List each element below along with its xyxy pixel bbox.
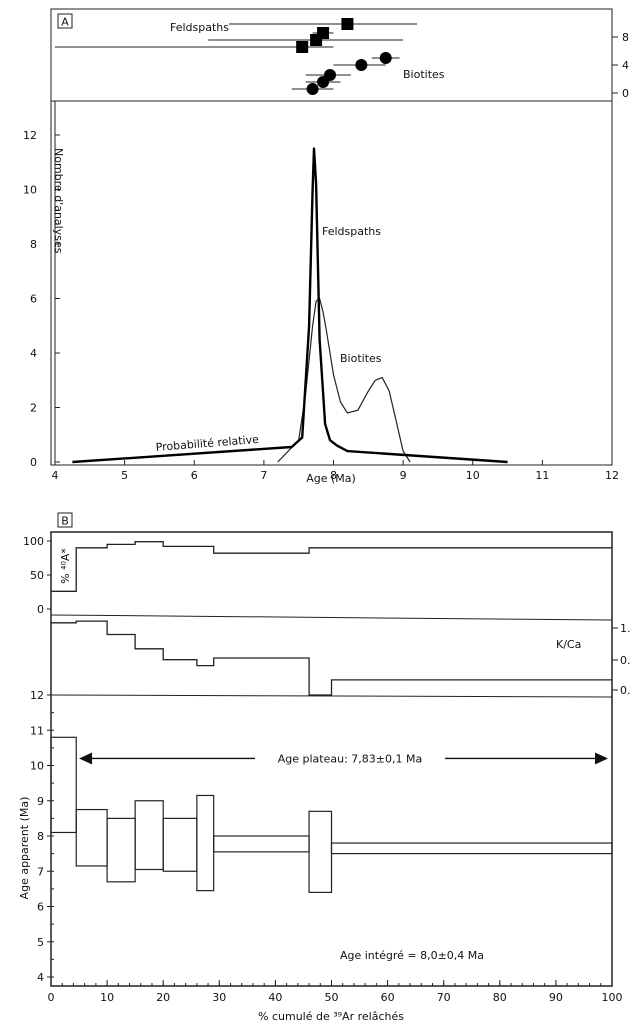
panel-a-frame — [50, 8, 613, 466]
age-ylabel: Age apparent (Ma) — [18, 797, 31, 900]
age-y-tick-label: 6 — [37, 901, 44, 914]
age-step-box — [106, 817, 136, 883]
age-x-tick-label: 50 — [325, 991, 339, 1004]
age-step-box — [75, 808, 108, 867]
age-x-tick-label: 10 — [100, 991, 114, 1004]
age-x-tick-label: 70 — [437, 991, 451, 1004]
age-step-box — [162, 817, 198, 872]
age-y-tick-label: 11 — [30, 724, 44, 737]
kca-panel — [51, 620, 612, 696]
age-x-tick-label: 80 — [493, 991, 507, 1004]
age-x-tick-label: 90 — [549, 991, 563, 1004]
inset-feldspaths-label: Feldspaths — [170, 21, 229, 34]
kca-right-ticks: 1. 0. 0. — [612, 622, 631, 697]
x-tick-label: 8 — [330, 469, 337, 482]
panel-a-label: A — [61, 16, 69, 29]
feldspaths-curve — [72, 147, 508, 464]
biotite-point — [355, 59, 368, 71]
age-spectrum-panel: 4 5 6 7 8 9 10 11 12 0 10 20 30 40 50 60 70 80 90 100 — [30, 689, 623, 1004]
panel-a-ylabel: Nombre d'analyses — [52, 148, 65, 254]
age-y-tick-label: 7 — [37, 865, 44, 878]
y-tick-label: 6 — [30, 293, 37, 306]
percent-ar-panel: 0 50 100 — [23, 535, 612, 616]
x-tick-label: 5 — [121, 469, 128, 482]
x-tick-label: 11 — [535, 469, 549, 482]
panel-b-label-box — [57, 512, 73, 528]
age-x-tick-label: 40 — [268, 991, 282, 1004]
age-x-tick-label: 0 — [48, 991, 55, 1004]
age-step-box — [50, 736, 77, 834]
age-y-tick-label: 9 — [37, 795, 44, 808]
percent-ar-step-line — [51, 541, 612, 592]
panel-a-axes: 4 5 6 7 8 9 10 11 12 0 2 4 6 8 10 12 — [23, 101, 619, 482]
age-step-box — [308, 810, 333, 894]
y-tick-label: 10 — [23, 184, 37, 197]
age-y-tick-label: 10 — [30, 760, 44, 773]
age-step-box — [330, 842, 613, 855]
feldspath-point — [296, 41, 309, 53]
age-y-tick-label: 8 — [37, 830, 44, 843]
panel-b-xlabel: % cumulé de ³⁹Ar relâchés — [258, 1010, 404, 1023]
age-y-tick-label: 4 — [37, 971, 44, 984]
x-tick-label: 4 — [52, 469, 59, 482]
inset-right-tick-label: 4 — [622, 59, 629, 72]
y-tick-label: 2 — [30, 402, 37, 415]
x-tick-label: 7 — [260, 469, 267, 482]
plateau-label: Age plateau: 7,83±0,1 Ma — [278, 752, 422, 765]
x-tick-label: 10 — [466, 469, 480, 482]
feldspaths-curve-label: Feldspaths — [322, 225, 381, 238]
inset-right-ticks: 8 4 0 — [612, 31, 629, 100]
kca-label: K/Ca — [556, 638, 581, 651]
panel-a-curves — [72, 147, 508, 464]
kca-right-tick-label: 1. — [620, 622, 631, 635]
y-tick-label: 0 — [30, 456, 37, 469]
inset-error-bars — [55, 18, 418, 95]
feldspath-point — [310, 34, 323, 46]
inset-biotites-label: Biotites — [403, 68, 445, 81]
panel-a-xlabel: Age (Ma) — [306, 472, 356, 485]
kca-right-tick-label: 0. — [620, 684, 631, 697]
age-y-tick-label: 5 — [37, 936, 44, 949]
biotite-point — [317, 76, 330, 88]
inset-right-tick-label: 8 — [622, 31, 629, 44]
age-step-box — [134, 800, 164, 871]
age-x-tick-label: 20 — [156, 991, 170, 1004]
age-x-tick-label: 60 — [381, 991, 395, 1004]
panel-b-label: B — [61, 515, 69, 528]
biotites-curve-label: Biotites — [340, 352, 382, 365]
panel-a-label-box — [57, 13, 73, 29]
inset-right-tick-label: 0 — [622, 87, 629, 100]
kca-step-line — [51, 620, 612, 696]
kca-right-tick-label: 0. — [620, 654, 631, 667]
y-tick-label: 8 — [30, 238, 37, 251]
ar-kca-separator — [50, 614, 613, 621]
biotite-point — [379, 52, 392, 64]
panel-a: A Feldspaths Biotites 8 4 0 4 5 6 7 8 9 10 11 12… — [23, 8, 629, 485]
age-step-box — [196, 794, 215, 892]
age-x-tick-label: 30 — [212, 991, 226, 1004]
y-tick-label: 12 — [23, 129, 37, 142]
integrated-age-label: Age intégré = 8,0±0,4 Ma — [340, 949, 484, 962]
kca-age-separator — [50, 694, 613, 698]
plateau-arrow-head-left — [79, 752, 93, 765]
age-x-tick-label: 100 — [602, 991, 623, 1004]
percent-ar-tick-label: 0 — [37, 603, 44, 616]
biotite-point — [306, 83, 319, 95]
age-y-tick-label: 12 — [30, 689, 44, 702]
percent-ar-tick-label: 100 — [23, 535, 44, 548]
biotites-curve — [277, 297, 411, 463]
x-tick-label: 6 — [191, 469, 198, 482]
plateau-arrow-head-right — [595, 752, 608, 765]
x-tick-label: 9 — [400, 469, 407, 482]
age-step-box — [213, 835, 310, 853]
y-tick-label: 4 — [30, 347, 37, 360]
feldspath-point — [341, 18, 354, 30]
x-tick-label: 12 — [605, 469, 619, 482]
percent-ar-tick-label: 50 — [30, 569, 44, 582]
percent-ar-ylabel: % ⁴⁰A* — [59, 548, 72, 584]
